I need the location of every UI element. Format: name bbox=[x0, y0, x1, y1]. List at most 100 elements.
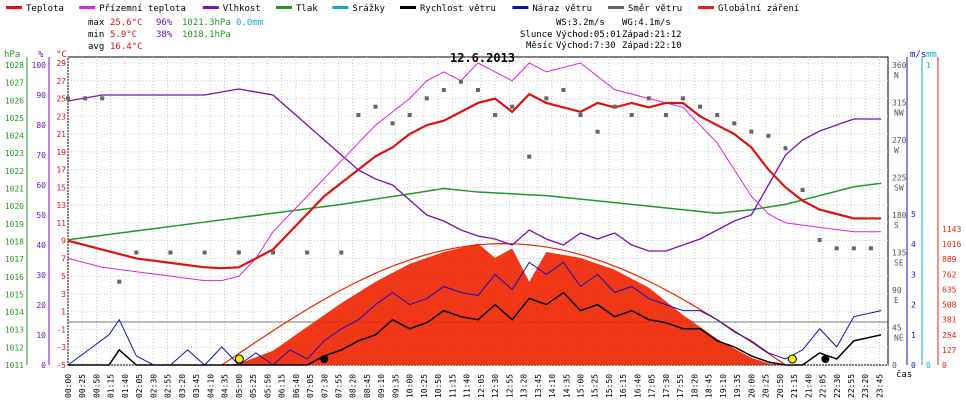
direction-point bbox=[424, 96, 429, 101]
legend-label: Náraz větru bbox=[532, 4, 592, 14]
direction-point bbox=[407, 113, 412, 117]
x-tick-label: 18:45 bbox=[705, 374, 714, 398]
x-tick-label: 22:30 bbox=[833, 374, 842, 398]
wind-tick-label: 1 bbox=[911, 331, 916, 340]
unit-degc: °C bbox=[56, 50, 67, 60]
pressure-tick-label: 1015 bbox=[5, 290, 24, 299]
x-tick-label: 10:50 bbox=[434, 374, 443, 398]
temp-tick-label: -1 bbox=[56, 325, 66, 334]
stat-wg: WG:4.1m/s bbox=[622, 18, 671, 28]
sun-set: Západ:21:12 bbox=[622, 30, 682, 40]
x-tick-label: 03:45 bbox=[192, 374, 201, 398]
x-tick-label: 00:00 bbox=[64, 374, 73, 398]
ground-temperature-line bbox=[67, 62, 882, 282]
x-tick-label: 16:40 bbox=[633, 374, 642, 398]
pressure-tick-label: 1012 bbox=[5, 343, 24, 352]
legend-swatch bbox=[332, 6, 349, 9]
x-tick-label: 10:00 bbox=[406, 374, 415, 398]
humidity-tick-label: 50 bbox=[36, 211, 46, 220]
stat-min-press: 1018.1hPa bbox=[182, 30, 231, 40]
x-tick-label: 08:45 bbox=[363, 374, 372, 398]
x-tick-label: 12:05 bbox=[477, 374, 486, 398]
x-tick-label: 20:25 bbox=[762, 374, 771, 398]
rain-tick-label: 0 bbox=[926, 361, 931, 370]
radiation-tick-label: 1143 bbox=[942, 225, 961, 234]
temp-tick-label: -5 bbox=[56, 361, 66, 370]
temp-tick-label: 29 bbox=[56, 59, 66, 68]
direction-point bbox=[356, 113, 361, 117]
radiation-tick-label: 127 bbox=[942, 346, 957, 355]
pressure-tick-label: 1024 bbox=[5, 132, 24, 141]
pressure-tick-label: 1027 bbox=[5, 79, 24, 88]
x-tick-label: 04:10 bbox=[206, 374, 215, 398]
stat-max-hum: 96% bbox=[156, 18, 173, 28]
x-tick-label: 20:50 bbox=[776, 374, 785, 398]
x-tick-label: 12:55 bbox=[505, 374, 514, 398]
direction-point bbox=[305, 250, 310, 255]
humidity-line bbox=[67, 88, 882, 252]
stat-avg-label: avg bbox=[88, 42, 104, 52]
stat-max-temp: 25.6°C bbox=[110, 18, 143, 28]
legend-swatch bbox=[698, 6, 714, 9]
moon-set: Západ:22:10 bbox=[622, 41, 682, 51]
x-tick-label: 14:35 bbox=[562, 374, 571, 398]
x-tick-label: 13:45 bbox=[534, 374, 543, 398]
direction-point bbox=[698, 104, 703, 109]
humidity-tick-label: 60 bbox=[36, 181, 46, 190]
direction-tick-label: 315 bbox=[892, 99, 907, 108]
x-tick-label: 06:40 bbox=[292, 374, 301, 398]
direction-point bbox=[493, 113, 498, 117]
radiation-area bbox=[221, 243, 786, 366]
x-tick-label: 06:15 bbox=[278, 374, 287, 398]
temp-tick-label: 1 bbox=[61, 308, 66, 317]
sunrise-marker bbox=[234, 354, 244, 364]
direction-point bbox=[732, 121, 737, 126]
moonrise-marker bbox=[320, 355, 329, 363]
humidity-tick-label: 10 bbox=[36, 331, 46, 340]
direction-point bbox=[817, 238, 822, 242]
wind-tick-label: 0 bbox=[911, 361, 916, 370]
wind-tick-label: 3 bbox=[911, 270, 916, 279]
pressure-tick-label: 1025 bbox=[5, 114, 24, 123]
direction-point bbox=[134, 250, 139, 255]
direction-point bbox=[629, 113, 634, 117]
x-tick-label: 02:30 bbox=[149, 374, 158, 398]
direction-tick-label: 360 bbox=[892, 61, 907, 70]
humidity-tick-label: 90 bbox=[36, 91, 46, 100]
radiation-tick-label: 381 bbox=[942, 316, 957, 325]
direction-point bbox=[715, 113, 720, 117]
temp-tick-label: 23 bbox=[56, 112, 66, 121]
humidity-tick-label: 40 bbox=[36, 241, 46, 250]
direction-point bbox=[612, 104, 617, 109]
pressure-tick-label: 1020 bbox=[5, 202, 24, 211]
pressure-tick-label: 1018 bbox=[5, 237, 24, 246]
temp-tick-label: 15 bbox=[56, 183, 66, 192]
direction-point bbox=[578, 113, 583, 117]
legend-label: Vlhkost bbox=[223, 4, 261, 14]
direction-tick-label: NE bbox=[894, 334, 904, 343]
x-tick-label: 20:00 bbox=[747, 374, 756, 398]
stat-min-hum: 38% bbox=[156, 30, 173, 40]
unit-hpa: hPa bbox=[4, 50, 20, 60]
temp-tick-label: 7 bbox=[61, 254, 66, 263]
x-tick-label: 08:20 bbox=[349, 374, 358, 398]
direction-tick-label: 180 bbox=[892, 211, 907, 220]
legend-swatch bbox=[276, 6, 292, 9]
direction-point bbox=[800, 188, 805, 192]
stat-avg-temp: 16.4°C bbox=[110, 42, 143, 52]
humidity-tick-label: 30 bbox=[36, 271, 46, 280]
x-tick-label: 15:25 bbox=[591, 374, 600, 398]
direction-tick-label: 45 bbox=[892, 324, 902, 333]
direction-tick-label: S bbox=[894, 221, 899, 230]
x-tick-label: 10:25 bbox=[420, 374, 429, 398]
direction-point bbox=[766, 133, 771, 138]
direction-point bbox=[339, 250, 344, 255]
x-tick-label: 23:45 bbox=[875, 374, 884, 398]
direction-point bbox=[868, 246, 873, 251]
legend: Teplota Přízemní teplota Vlhkost Tlak Srážky… bbox=[6, 4, 799, 14]
pressure-tick-label: 1021 bbox=[5, 185, 24, 194]
sun-label: Slunce bbox=[520, 30, 553, 40]
direction-point bbox=[595, 129, 600, 134]
direction-point bbox=[527, 154, 532, 159]
